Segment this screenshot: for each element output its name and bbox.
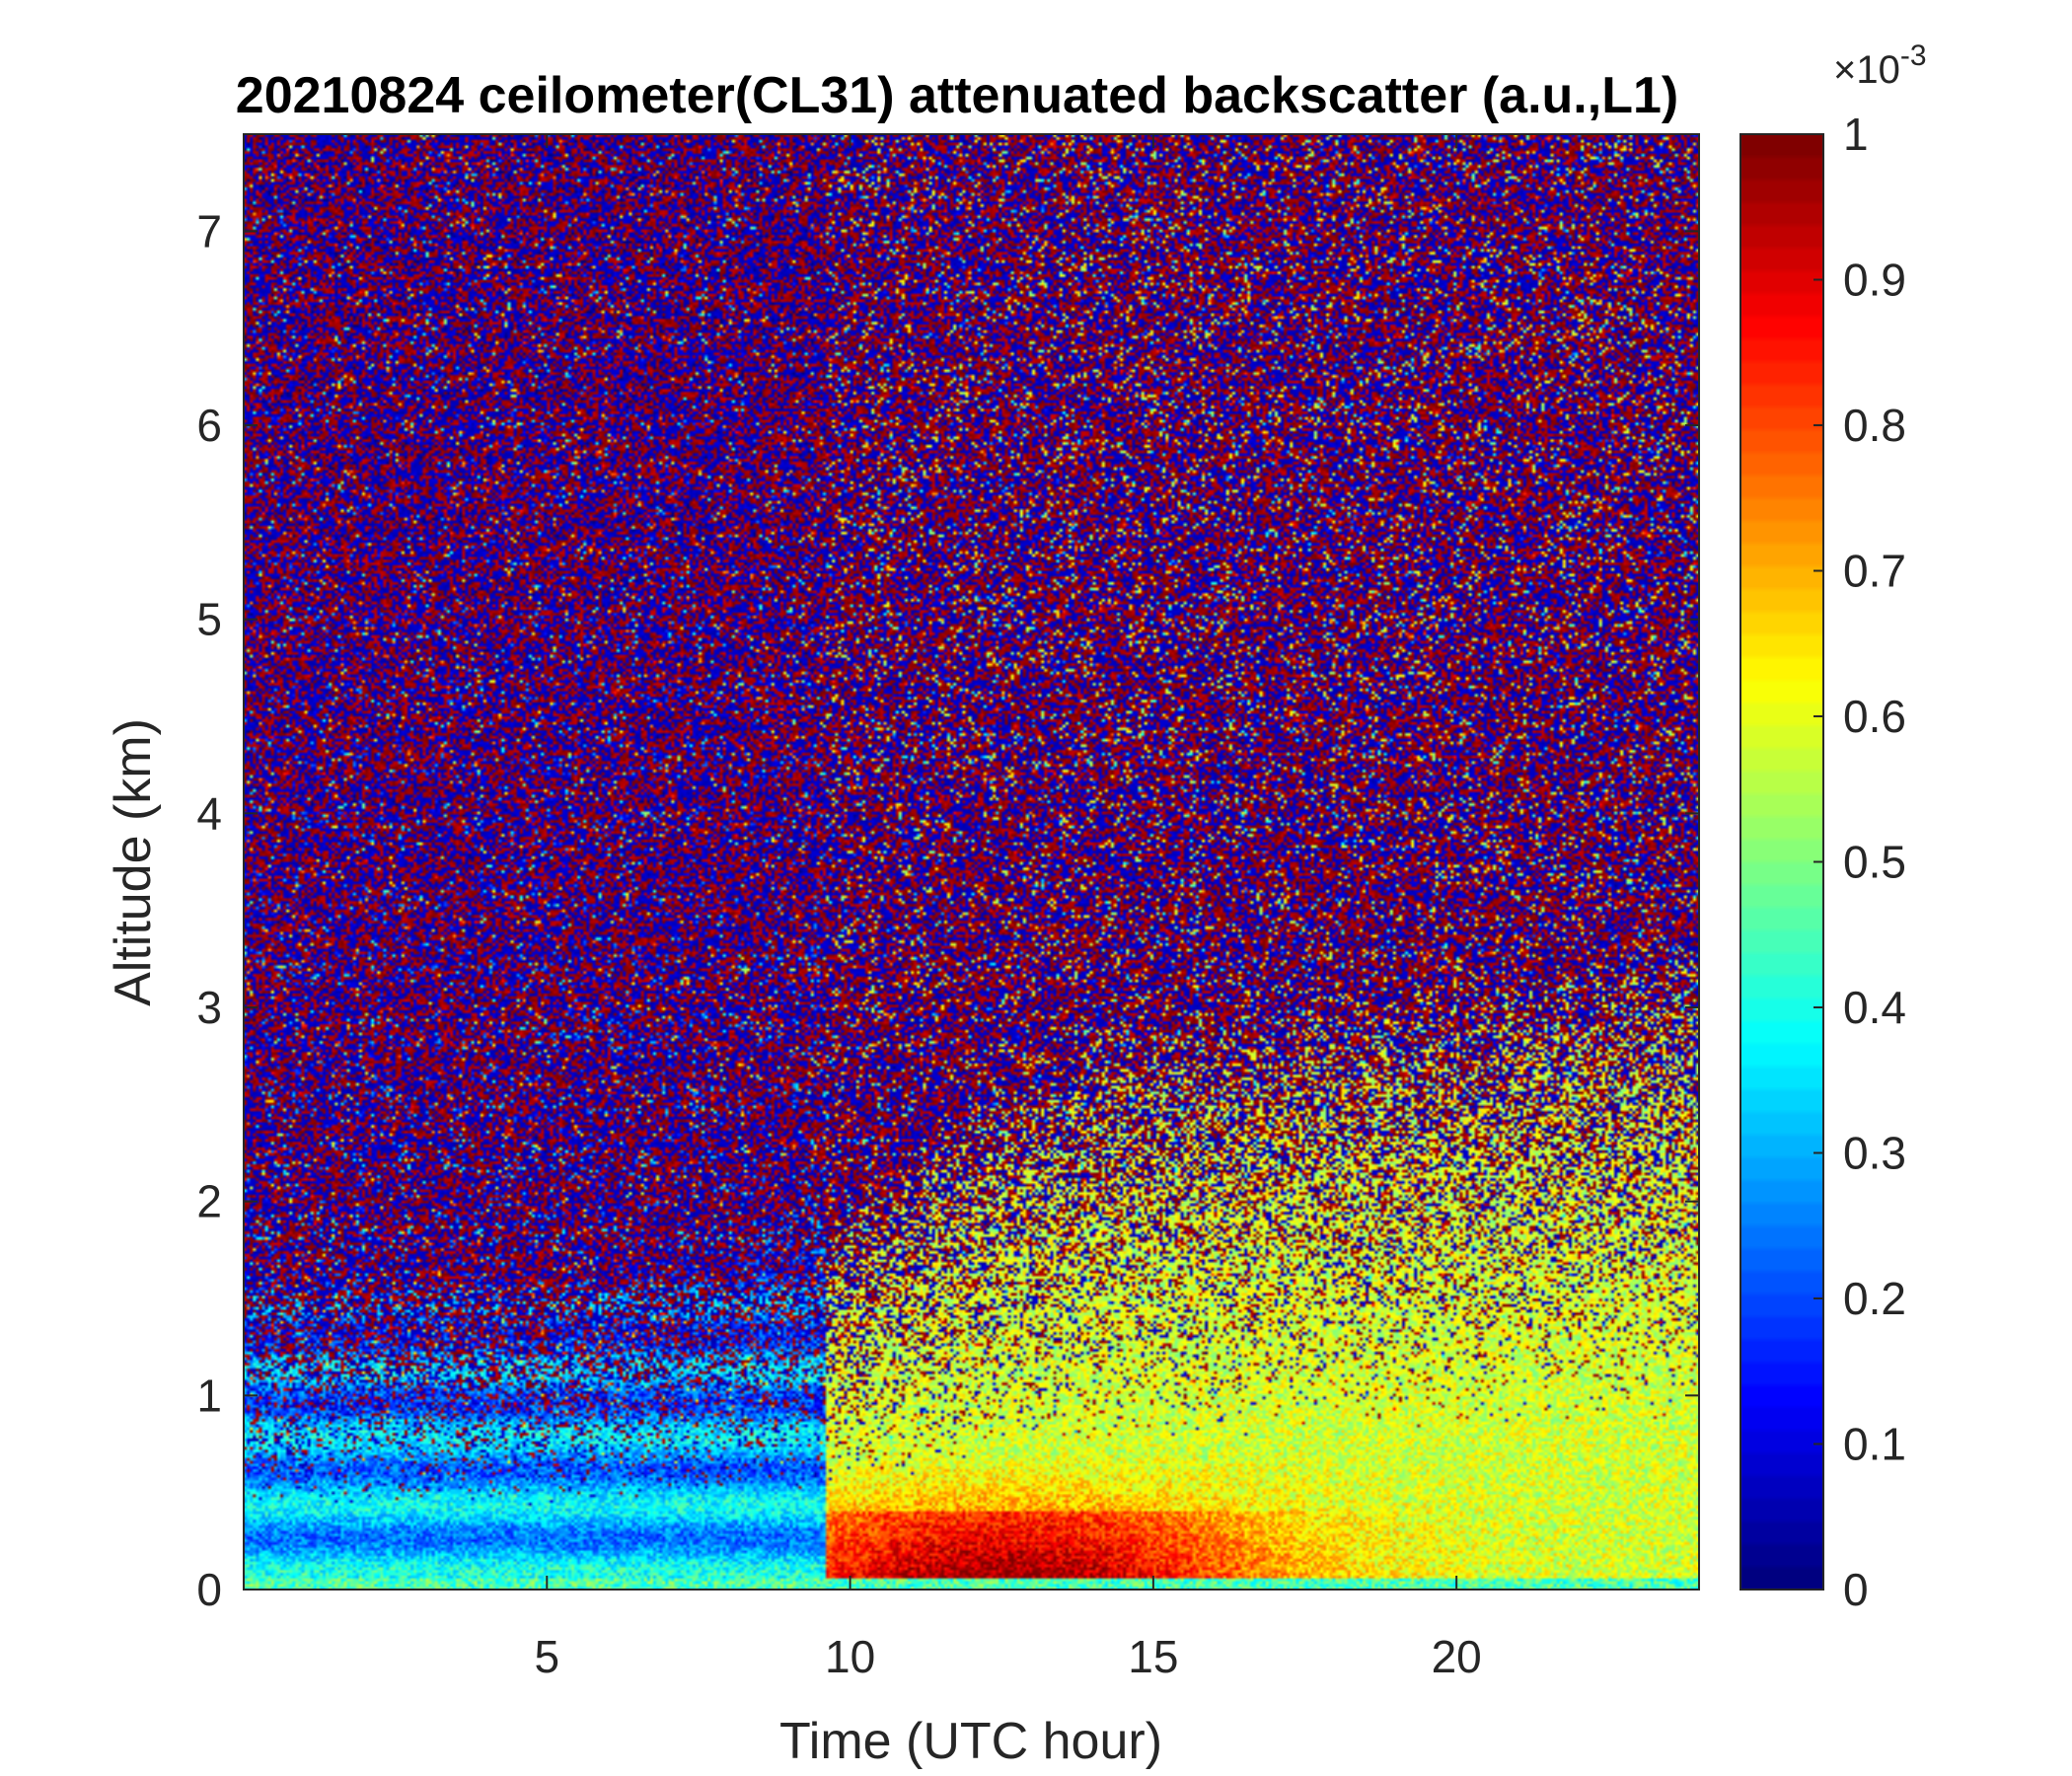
y-tick-label: 7 [196,205,222,257]
colorbar-tick-label: 0.1 [1843,1419,1906,1470]
colorbar-tick-label: 1 [1843,109,1869,160]
x-tick-label: 5 [534,1631,559,1682]
y-tick-label: 5 [196,594,222,645]
x-tick-label: 10 [825,1631,875,1682]
y-tick-label: 1 [196,1369,222,1421]
y-tick-label: 4 [196,787,222,839]
plot-area [243,133,1700,1591]
colorbar-tick-label: 0.4 [1843,982,1906,1033]
y-tick-label: 0 [196,1564,222,1615]
plot-frame [243,133,1700,1591]
colorbar-tick-label: 0 [1843,1564,1869,1615]
y-tick-label: 6 [196,400,222,451]
colorbar-tick-label: 0.7 [1843,546,1906,597]
chart-title: 20210824 ceilometer(CL31) attenuated bac… [236,67,1678,124]
colorbar-tick-label: 0.3 [1843,1128,1906,1179]
y-axis-label: Altitude (km) [105,718,162,1006]
colorbar-multiplier-base: ×10 [1833,48,1900,92]
y-tick-label: 2 [196,1176,222,1227]
colorbar-tick-label: 0.8 [1843,400,1906,451]
y-axis: 0 1 2 3 4 5 6 7 [196,205,1699,1615]
colorbar: 0 0.1 0.2 0.3 0.4 0.5 0.6 0.7 0.8 0.9 1 ×10-3 [1739,39,1927,1615]
colorbar-multiplier: ×10-3 [1833,39,1927,92]
colorbar-ticks: 0 0.1 0.2 0.3 0.4 0.5 0.6 0.7 0.8 0.9 1 [1813,109,1906,1615]
backscatter-heatmap [244,134,1699,1590]
x-axis: 5 10 15 20 [534,134,1482,1682]
colorbar-tick-label: 0.9 [1843,255,1906,306]
x-tick-label: 15 [1128,1631,1178,1682]
x-tick-label: 20 [1432,1631,1482,1682]
colorbar-tick-label: 0.6 [1843,691,1906,742]
colorbar-gradient [1740,134,1823,1590]
colorbar-tick-label: 0.2 [1843,1273,1906,1324]
colorbar-multiplier-exponent: -3 [1900,39,1927,72]
x-axis-label: Time (UTC hour) [779,1713,1162,1770]
colorbar-tick-label: 0.5 [1843,837,1906,888]
y-tick-label: 3 [196,982,222,1033]
